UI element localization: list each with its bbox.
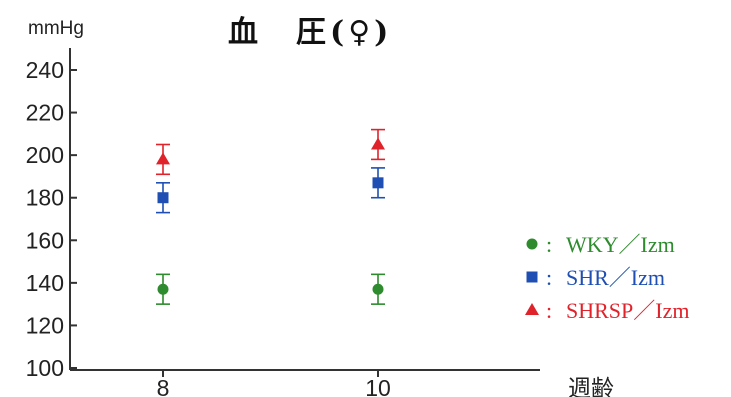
y-tick-label: 100	[26, 355, 64, 381]
y-tick-label: 220	[26, 100, 64, 126]
data-point	[372, 283, 384, 295]
y-axis-unit-label: mmHg	[28, 18, 84, 39]
legend: : WKY／Izm: SHR／Izm: SHRSP／Izm	[525, 232, 689, 323]
legend-label: SHRSP／Izm	[566, 298, 689, 323]
data-point	[371, 137, 385, 150]
legend-item: : SHR／Izm	[526, 265, 665, 290]
data-point	[156, 152, 170, 165]
legend-item: : WKY／Izm	[526, 232, 675, 257]
x-axis-label: 週齢	[568, 375, 614, 397]
data-point	[157, 283, 169, 295]
legend-label: SHR／Izm	[566, 265, 665, 290]
y-tick-label: 180	[26, 185, 64, 211]
series-square	[156, 167, 385, 214]
y-tick-label: 140	[26, 270, 64, 296]
legend-marker	[526, 238, 538, 250]
series-triangle	[156, 128, 385, 176]
data-point	[157, 192, 169, 204]
legend-colon: :	[546, 232, 552, 257]
y-tick-label: 200	[26, 142, 64, 168]
y-tick-label: 160	[26, 227, 64, 253]
legend-colon: :	[546, 265, 552, 290]
chart-title: 血 圧(♀)	[228, 15, 392, 50]
y-tick-label: 120	[26, 312, 64, 338]
y-tick-label: 240	[26, 57, 64, 83]
legend-marker	[526, 271, 538, 283]
legend-marker	[525, 303, 539, 315]
legend-colon: :	[546, 298, 552, 323]
series-circle	[156, 273, 385, 305]
legend-label: WKY／Izm	[566, 232, 675, 257]
data-point	[372, 177, 384, 189]
x-tick-label: 10	[365, 375, 391, 397]
y-axis-ticks: 100 120 140 160 180 200 220 240	[26, 57, 77, 381]
legend-item: : SHRSP／Izm	[525, 298, 689, 323]
x-tick-label: 8	[157, 375, 170, 397]
x-axis-ticks: 8 10	[157, 370, 391, 397]
data-series	[156, 128, 385, 305]
